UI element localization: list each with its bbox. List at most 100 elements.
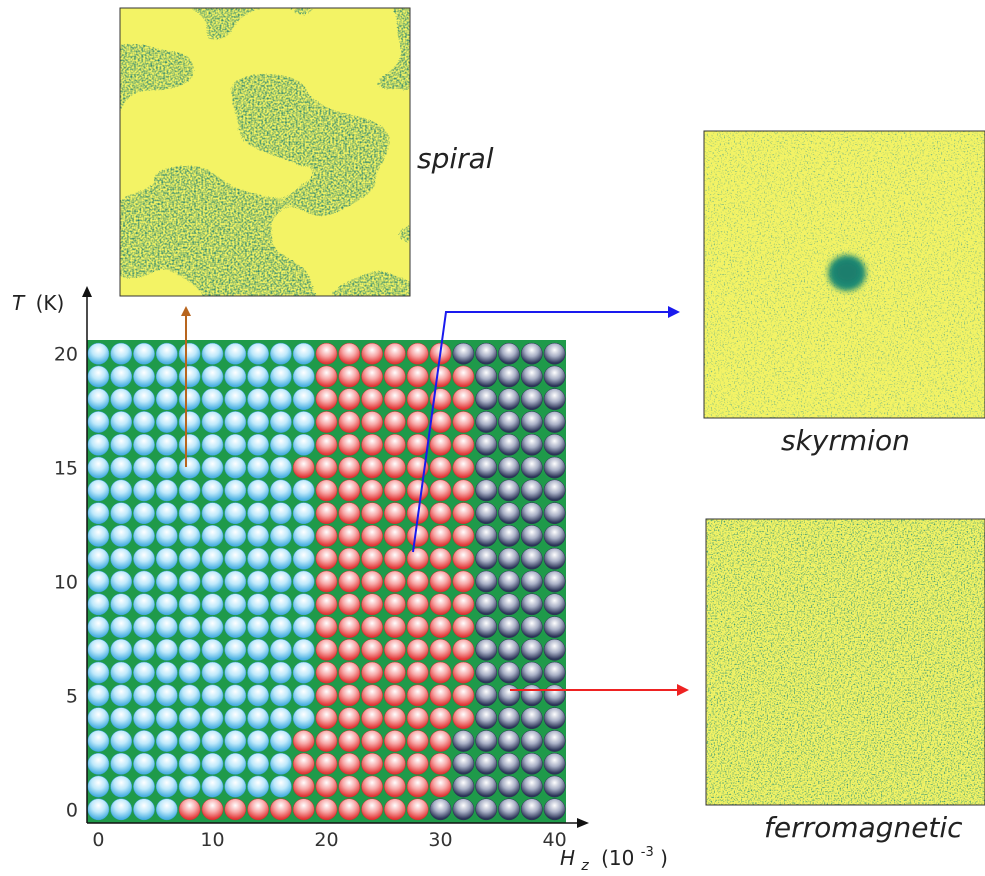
phase-point-spiral [292, 411, 315, 433]
phase-point-spiral [87, 593, 110, 616]
phase-point-spiral [201, 752, 224, 775]
phase-point-ferromagnetic [520, 502, 543, 525]
phase-point-ferromagnetic [520, 570, 543, 593]
phase-point-spiral [155, 525, 178, 547]
phase-point-ferromagnetic [543, 752, 566, 775]
phase-point-skyrmion [315, 547, 338, 570]
phase-point-ferromagnetic [498, 479, 520, 502]
phase-point-skyrmion [361, 342, 383, 365]
phase-point-skyrmion [452, 593, 475, 616]
phase-point-spiral [87, 525, 110, 547]
phase-point-skyrmion [406, 616, 429, 638]
phase-point-skyrmion [247, 798, 269, 821]
phase-point-spiral [224, 388, 247, 411]
phase-point-spiral [270, 638, 292, 661]
phase-point-skyrmion [315, 616, 338, 638]
phase-point-spiral [224, 707, 247, 730]
phase-point-spiral [201, 661, 224, 684]
phase-point-ferromagnetic [498, 342, 520, 365]
phase-point-spiral [247, 570, 269, 593]
phase-point-skyrmion [384, 433, 406, 456]
x-axis-exponent: -3 [641, 845, 654, 860]
phase-point-skyrmion [429, 479, 452, 502]
phase-point-ferromagnetic [543, 411, 566, 433]
phase-point-ferromagnetic [452, 342, 475, 365]
phase-point-ferromagnetic [543, 661, 566, 684]
phase-point-skyrmion [406, 752, 429, 775]
phase-point-spiral [224, 547, 247, 570]
axis-ticks: 0 10 20 30 40 0 5 10 15 20 [54, 344, 567, 851]
phase-point-skyrmion [338, 730, 361, 752]
phase-point-skyrmion [406, 411, 429, 433]
phase-point-spiral [155, 775, 178, 798]
phase-point-ferromagnetic [543, 684, 566, 707]
phase-point-spiral [201, 433, 224, 456]
x-tick-label: 30 [428, 829, 452, 851]
phase-point-spiral [133, 456, 155, 479]
phase-point-skyrmion [315, 661, 338, 684]
phase-point-skyrmion [452, 365, 475, 388]
phase-point-skyrmion [384, 365, 406, 388]
phase-point-ferromagnetic [498, 775, 520, 798]
phase-point-spiral [110, 638, 133, 661]
phase-point-skyrmion [406, 798, 429, 821]
phase-point-ferromagnetic [520, 547, 543, 570]
phase-point-spiral [224, 525, 247, 547]
phase-point-skyrmion [384, 525, 406, 547]
phase-point-skyrmion [178, 798, 201, 821]
phase-point-spiral [292, 616, 315, 638]
phase-point-ferromagnetic [543, 593, 566, 616]
phase-point-ferromagnetic [498, 707, 520, 730]
phase-point-ferromagnetic [520, 593, 543, 616]
y-axis-symbol: T [12, 291, 26, 315]
phase-point-skyrmion [406, 707, 429, 730]
phase-point-skyrmion [361, 502, 383, 525]
phase-point-ferromagnetic [543, 547, 566, 570]
phase-point-spiral [270, 525, 292, 547]
phase-point-spiral [178, 342, 201, 365]
phase-point-skyrmion [315, 707, 338, 730]
phase-point-skyrmion [406, 661, 429, 684]
phase-point-skyrmion [384, 388, 406, 411]
phase-point-skyrmion [384, 342, 406, 365]
phase-point-skyrmion [406, 638, 429, 661]
phase-point-spiral [110, 456, 133, 479]
phase-point-ferromagnetic [543, 456, 566, 479]
phase-point-skyrmion [429, 638, 452, 661]
phase-point-ferromagnetic [520, 525, 543, 547]
phase-point-skyrmion [429, 502, 452, 525]
phase-point-skyrmion [315, 730, 338, 752]
phase-point-spiral [270, 456, 292, 479]
phase-point-ferromagnetic [543, 433, 566, 456]
phase-point-skyrmion [338, 411, 361, 433]
phase-point-skyrmion [361, 433, 383, 456]
phase-point-ferromagnetic [520, 365, 543, 388]
phase-point-spiral [224, 752, 247, 775]
phase-point-skyrmion [384, 775, 406, 798]
phase-point-skyrmion [406, 433, 429, 456]
phase-point-spiral [87, 547, 110, 570]
phase-point-skyrmion [384, 411, 406, 433]
phase-point-skyrmion [315, 775, 338, 798]
phase-point-spiral [270, 547, 292, 570]
y-tick-label: 0 [66, 799, 78, 821]
phase-point-skyrmion [384, 730, 406, 752]
phase-point-spiral [178, 616, 201, 638]
phase-point-ferromagnetic [498, 638, 520, 661]
phase-point-skyrmion [292, 752, 315, 775]
phase-point-ferromagnetic [520, 707, 543, 730]
phase-point-skyrmion [361, 525, 383, 547]
phase-point-skyrmion [338, 752, 361, 775]
phase-point-spiral [270, 388, 292, 411]
phase-point-ferromagnetic [475, 707, 498, 730]
phase-point-spiral [155, 570, 178, 593]
phase-point-spiral [292, 479, 315, 502]
phase-point-skyrmion [315, 365, 338, 388]
phase-point-spiral [178, 547, 201, 570]
phase-cells [87, 342, 566, 821]
phase-point-skyrmion [361, 547, 383, 570]
y-axis-arrowhead [82, 286, 92, 297]
phase-point-ferromagnetic [543, 570, 566, 593]
phase-point-spiral [87, 798, 110, 821]
phase-point-spiral [87, 775, 110, 798]
